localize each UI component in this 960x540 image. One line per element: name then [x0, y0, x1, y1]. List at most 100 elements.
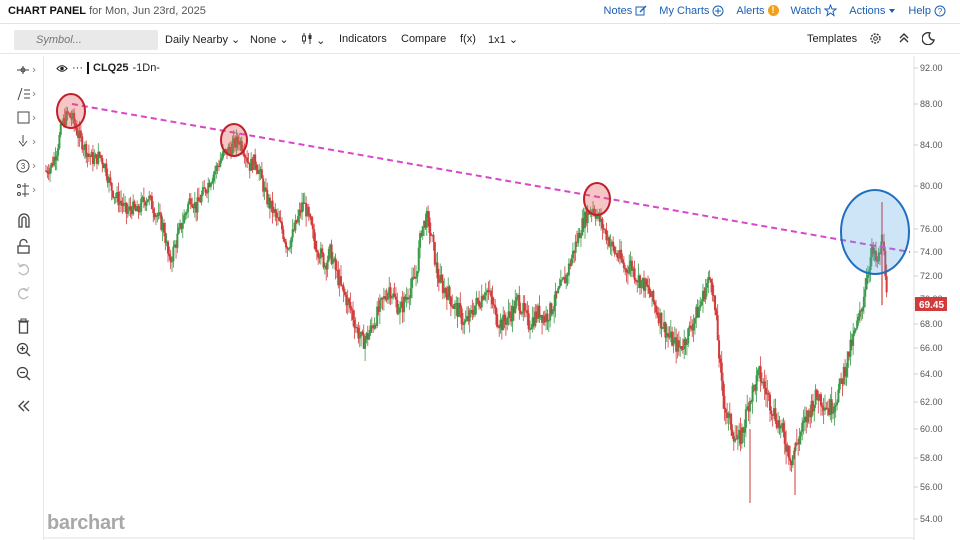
redo-icon[interactable] — [16, 286, 36, 302]
candle-body — [534, 311, 537, 327]
interval-select[interactable]: Daily Nearby ⌄ — [165, 33, 240, 46]
candle-body — [696, 306, 699, 318]
candle-body — [185, 211, 188, 214]
candle-body — [710, 279, 713, 283]
collapse-button[interactable] — [898, 32, 910, 47]
candle-body — [814, 389, 817, 405]
candle-body — [270, 200, 273, 209]
candle-body — [819, 394, 822, 406]
more-options-icon[interactable]: ··· — [72, 62, 83, 74]
pattern-tool-icon[interactable] — [16, 182, 36, 198]
candle-body — [738, 430, 741, 435]
candle-body — [878, 252, 881, 254]
candle-body — [63, 118, 66, 126]
trash-icon[interactable] — [16, 318, 36, 334]
candle-body — [730, 413, 733, 431]
candle-body — [785, 444, 788, 452]
candle-body — [97, 151, 100, 164]
candle-body — [596, 215, 599, 219]
compare-button[interactable]: Compare — [401, 33, 447, 45]
trendline-tool-icon[interactable] — [16, 86, 36, 102]
zoom-out-icon[interactable] — [16, 366, 36, 382]
candle-body — [799, 431, 802, 437]
chart-type-select[interactable]: ⌄ — [301, 33, 325, 47]
aggregation-select[interactable]: None ⌄ — [250, 33, 289, 46]
svg-text:3: 3 — [21, 162, 26, 171]
shape-tool-icon[interactable] — [16, 110, 36, 126]
candle-body — [439, 274, 442, 283]
peak-circle — [56, 93, 86, 129]
candle-body — [445, 292, 448, 300]
candle-body — [259, 169, 262, 171]
candle-body — [181, 223, 184, 229]
candle-body — [161, 222, 164, 230]
candle-body — [849, 339, 852, 357]
candle-body — [578, 233, 581, 239]
candle-body — [145, 201, 148, 206]
candle-body — [90, 152, 93, 157]
chevron-down-icon: ⌄ — [279, 34, 289, 46]
layout-select[interactable]: 1x1 ⌄ — [488, 33, 518, 46]
zoom-in-icon[interactable] — [16, 342, 36, 358]
symbol-search-input[interactable] — [14, 30, 158, 50]
crosshair-tool-icon[interactable] — [16, 62, 36, 78]
candle-body — [365, 333, 368, 340]
candle-body — [574, 241, 577, 253]
watch-link[interactable]: Watch — [791, 4, 838, 17]
candle-body — [451, 305, 454, 307]
candle-body — [339, 276, 342, 285]
candle-body — [263, 187, 266, 192]
fx-button[interactable]: f(x) — [460, 33, 476, 45]
chevron-down-icon: ⌄ — [231, 34, 241, 46]
candle-body — [305, 203, 308, 217]
my-charts-link[interactable]: My Charts — [659, 5, 724, 17]
collapse-sidebar-icon[interactable] — [16, 398, 36, 414]
undo-icon[interactable] — [16, 262, 36, 278]
candle-body — [299, 209, 302, 213]
actions-label: Actions — [849, 4, 886, 17]
lock-icon[interactable] — [16, 238, 36, 254]
watch-label: Watch — [790, 4, 822, 17]
candle-body — [54, 156, 57, 161]
candle-body — [622, 262, 625, 269]
candle-body — [276, 217, 279, 219]
chart-symbol: CLQ25 — [93, 62, 129, 74]
candle-body — [160, 214, 163, 230]
indicators-button[interactable]: Indicators — [339, 33, 387, 45]
help-link[interactable]: Help ? — [908, 5, 946, 17]
candle-body — [836, 402, 839, 406]
alerts-link[interactable]: Alerts ! — [736, 5, 779, 17]
elliott-wave-tool-icon[interactable]: 3 — [16, 158, 36, 174]
candle-body — [720, 362, 723, 381]
settings-button[interactable] — [869, 32, 882, 48]
magnet-icon[interactable] — [16, 212, 36, 228]
theme-toggle[interactable] — [921, 32, 935, 48]
candle-body — [113, 197, 116, 199]
candle-body — [873, 250, 876, 255]
candle-body — [677, 340, 680, 348]
actions-menu[interactable]: Actions — [849, 5, 896, 17]
candle-body — [331, 259, 334, 264]
candle-body — [467, 316, 470, 322]
candle-body — [213, 171, 216, 175]
candle-body — [224, 148, 227, 151]
candle-body — [129, 206, 132, 210]
candle-body — [609, 244, 612, 247]
eye-icon[interactable] — [56, 64, 68, 73]
candle-body — [842, 366, 845, 384]
candle-body — [254, 154, 257, 165]
candle-body — [73, 112, 76, 124]
price-chart[interactable]: 92.0088.0084.0080.0076.0074.0072.0070.00… — [44, 56, 960, 540]
candle-body — [444, 288, 447, 293]
candle-body — [793, 450, 796, 456]
candle-body — [173, 244, 176, 247]
notes-link[interactable]: Notes — [604, 5, 648, 17]
candle-body — [207, 182, 210, 193]
templates-button[interactable]: Templates — [807, 33, 858, 45]
candle-body — [382, 296, 385, 300]
arrow-tool-icon[interactable] — [16, 134, 36, 150]
candle-body — [791, 455, 794, 466]
candle-body — [396, 299, 399, 314]
candle-body — [555, 291, 558, 293]
candle-body — [390, 297, 393, 299]
